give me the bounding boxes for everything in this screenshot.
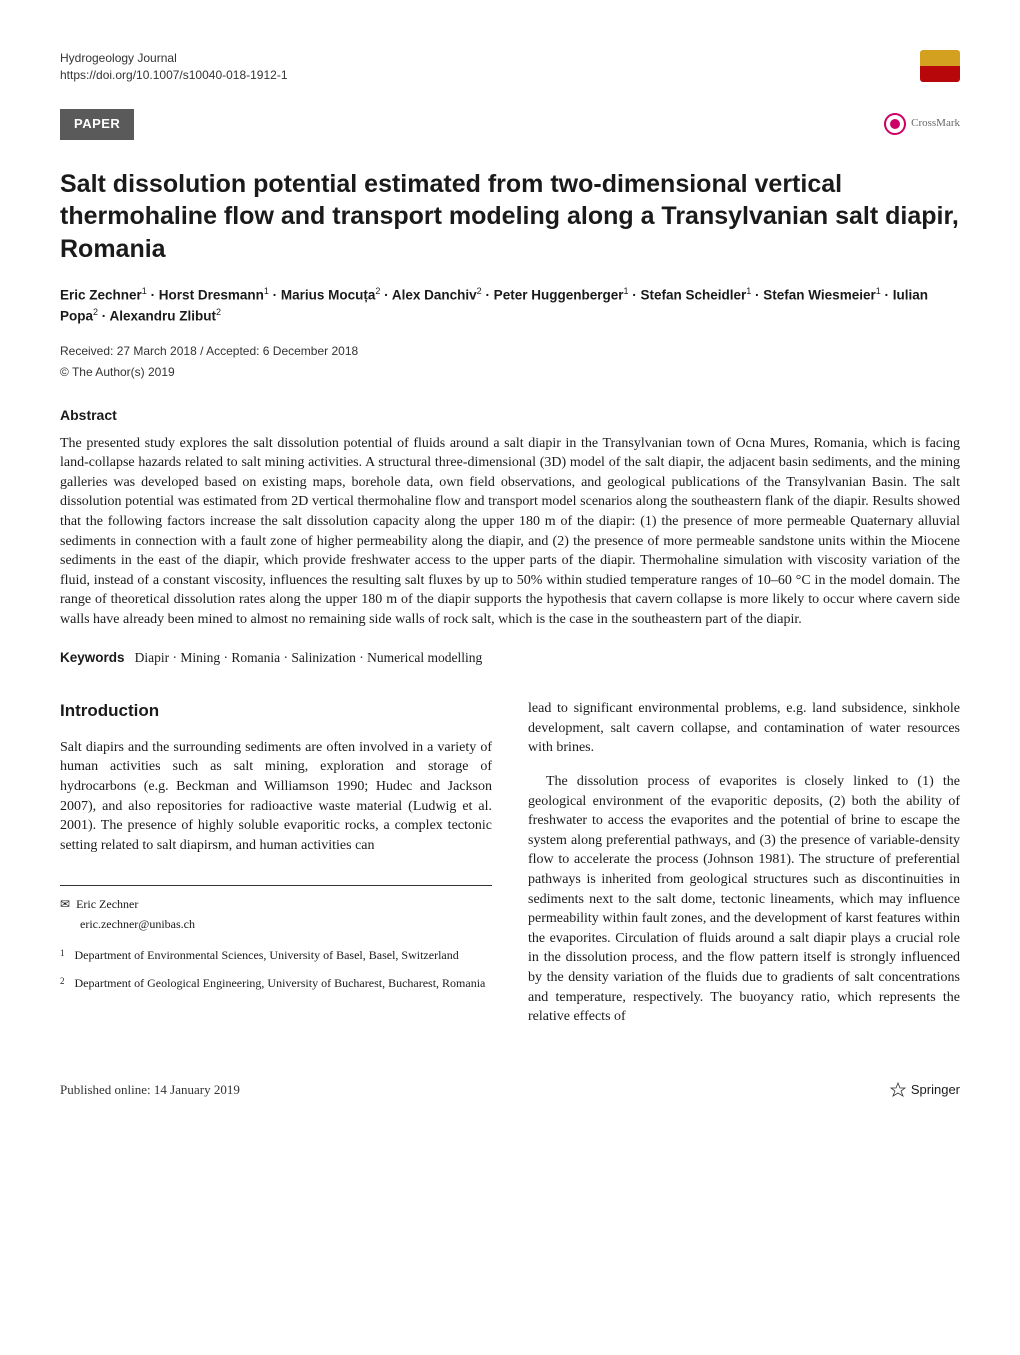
abstract-heading: Abstract bbox=[60, 405, 960, 425]
affiliation-2: 2 Department of Geological Engineering, … bbox=[60, 975, 492, 992]
crossmark-icon bbox=[883, 112, 907, 136]
publisher-name: Springer bbox=[911, 1081, 960, 1100]
right-paragraph-1: lead to significant environmental proble… bbox=[528, 699, 960, 758]
crossmark-badge[interactable]: CrossMark bbox=[883, 112, 960, 136]
published-online: Published online: 14 January 2019 bbox=[60, 1081, 240, 1100]
intro-paragraph-1: Salt diapirs and the surrounding sedimen… bbox=[60, 738, 492, 856]
keywords-line: Keywords Diapir · Mining · Romania · Sal… bbox=[60, 648, 960, 668]
right-column: lead to significant environmental proble… bbox=[528, 699, 960, 1041]
springer-icon bbox=[890, 1082, 906, 1098]
header-left: Hydrogeology Journal https://doi.org/10.… bbox=[60, 50, 288, 85]
affil-number: 1 bbox=[60, 947, 65, 964]
article-title: Salt dissolution potential estimated fro… bbox=[60, 168, 960, 266]
page-footer: Published online: 14 January 2019 Spring… bbox=[60, 1081, 960, 1100]
journal-name: Hydrogeology Journal bbox=[60, 50, 288, 67]
keywords-values bbox=[128, 650, 135, 665]
corr-author-name: Eric Zechner bbox=[76, 896, 138, 913]
corr-author-email[interactable]: eric.zechner@unibas.ch bbox=[80, 916, 492, 933]
paper-type-badge: PAPER bbox=[60, 109, 134, 140]
publisher-mark: Springer bbox=[890, 1081, 960, 1100]
doi-link[interactable]: https://doi.org/10.1007/s10040-018-1912-… bbox=[60, 67, 288, 84]
article-dates: Received: 27 March 2018 / Accepted: 6 De… bbox=[60, 343, 960, 360]
header-logos bbox=[920, 50, 960, 82]
envelope-icon: ✉ bbox=[60, 896, 70, 913]
corresponding-author: ✉ Eric Zechner bbox=[60, 896, 492, 913]
two-column-body: Introduction Salt diapirs and the surrou… bbox=[60, 699, 960, 1041]
keywords-label: Keywords bbox=[60, 650, 125, 665]
affiliation-1: 1 Department of Environmental Sciences, … bbox=[60, 947, 492, 964]
badge-row: PAPER CrossMark bbox=[60, 109, 960, 140]
iah-logo-icon bbox=[920, 50, 960, 82]
keywords-text: Diapir · Mining · Romania · Salinization… bbox=[135, 650, 483, 665]
abstract-text: The presented study explores the salt di… bbox=[60, 434, 960, 630]
copyright-line: © The Author(s) 2019 bbox=[60, 364, 960, 381]
affil-text: Department of Geological Engineering, Un… bbox=[75, 975, 486, 992]
left-column: Introduction Salt diapirs and the surrou… bbox=[60, 699, 492, 1041]
introduction-heading: Introduction bbox=[60, 699, 492, 724]
right-paragraph-2: The dissolution process of evaporites is… bbox=[528, 772, 960, 1027]
affil-text: Department of Environmental Sciences, Un… bbox=[75, 947, 459, 964]
author-list: Eric Zechner1 · Horst Dresmann1 · Marius… bbox=[60, 285, 960, 327]
affil-number: 2 bbox=[60, 975, 65, 992]
crossmark-label: CrossMark bbox=[911, 116, 960, 132]
correspondence-block: ✉ Eric Zechner eric.zechner@unibas.ch 1 … bbox=[60, 885, 492, 992]
page-header: Hydrogeology Journal https://doi.org/10.… bbox=[60, 50, 960, 85]
